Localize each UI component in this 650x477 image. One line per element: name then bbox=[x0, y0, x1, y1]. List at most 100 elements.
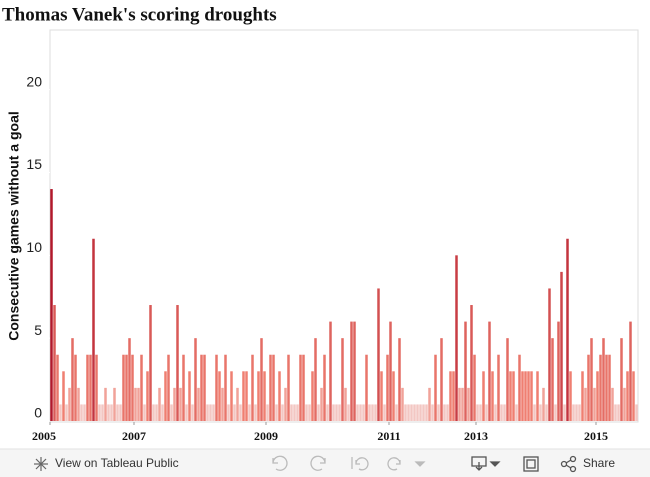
x-tick-label: 2007 bbox=[122, 429, 146, 443]
bar bbox=[551, 338, 554, 421]
bar bbox=[623, 387, 626, 421]
bar bbox=[227, 404, 230, 421]
bar bbox=[272, 354, 275, 421]
bar bbox=[161, 404, 164, 421]
x-tick-label: 2015 bbox=[584, 429, 608, 443]
bar bbox=[95, 354, 98, 421]
bar bbox=[386, 354, 389, 421]
bar bbox=[338, 404, 341, 421]
bar bbox=[248, 404, 251, 421]
bar bbox=[104, 387, 107, 421]
bar bbox=[182, 354, 185, 421]
bar bbox=[470, 305, 473, 421]
bar bbox=[557, 321, 560, 421]
bar bbox=[443, 404, 446, 421]
bar bbox=[431, 404, 434, 421]
bar bbox=[362, 404, 365, 421]
bar bbox=[140, 354, 143, 421]
bar bbox=[380, 371, 383, 421]
bar bbox=[137, 387, 140, 421]
bar bbox=[395, 404, 398, 421]
bar bbox=[377, 288, 380, 421]
bar bbox=[236, 387, 239, 421]
bar bbox=[569, 371, 572, 421]
bar bbox=[389, 321, 392, 421]
bar bbox=[305, 404, 308, 421]
bar bbox=[65, 404, 68, 421]
x-tick-label: 2009 bbox=[254, 429, 278, 443]
share-button[interactable]: Share bbox=[583, 456, 615, 470]
bar bbox=[302, 354, 305, 421]
bar bbox=[635, 404, 638, 421]
toolbar-icons[interactable] bbox=[471, 455, 577, 473]
bar bbox=[374, 404, 377, 421]
bar bbox=[164, 371, 167, 421]
bar bbox=[560, 271, 563, 421]
bar bbox=[479, 404, 482, 421]
bar bbox=[62, 371, 65, 421]
bar bbox=[260, 338, 263, 421]
bar bbox=[578, 404, 581, 421]
bar bbox=[566, 238, 569, 421]
bar bbox=[50, 189, 53, 421]
bar bbox=[467, 387, 470, 421]
x-tick-label: 2005 bbox=[32, 429, 56, 443]
bar bbox=[341, 338, 344, 421]
bar bbox=[464, 321, 467, 421]
bar bbox=[92, 238, 95, 421]
bar bbox=[500, 404, 503, 421]
bar bbox=[296, 404, 299, 421]
bar bbox=[527, 371, 530, 421]
bar bbox=[98, 404, 101, 421]
bar bbox=[473, 354, 476, 421]
bar bbox=[107, 404, 110, 421]
bar bbox=[293, 404, 296, 421]
x-tick-label: 2013 bbox=[464, 429, 488, 443]
bar bbox=[440, 338, 443, 421]
bar bbox=[347, 404, 350, 421]
bar bbox=[620, 338, 623, 421]
bar bbox=[89, 354, 92, 421]
bar bbox=[575, 404, 578, 421]
bar bbox=[155, 404, 158, 421]
bar bbox=[83, 404, 86, 421]
bar bbox=[605, 354, 608, 421]
bar bbox=[530, 371, 533, 421]
bar bbox=[308, 404, 311, 421]
bar bbox=[77, 387, 80, 421]
bar bbox=[146, 371, 149, 421]
bar bbox=[56, 354, 59, 421]
bar bbox=[515, 404, 518, 421]
bar bbox=[290, 404, 293, 421]
bar bbox=[401, 387, 404, 421]
chart-title: Thomas Vanek's scoring droughts bbox=[2, 4, 277, 25]
bar bbox=[167, 354, 170, 421]
tableau-icon[interactable] bbox=[34, 457, 48, 471]
bar bbox=[407, 404, 410, 421]
view-link[interactable]: View on Tableau Public bbox=[55, 456, 179, 470]
bar bbox=[590, 338, 593, 421]
bar bbox=[275, 404, 278, 421]
bar bbox=[368, 404, 371, 421]
bar bbox=[587, 354, 590, 421]
y-axis-label: Consecutive games without a goal bbox=[6, 111, 22, 341]
bar bbox=[179, 387, 182, 421]
bar bbox=[608, 354, 611, 421]
bar bbox=[392, 371, 395, 421]
bar bbox=[101, 404, 104, 421]
bar bbox=[170, 404, 173, 421]
bar bbox=[233, 404, 236, 421]
bar bbox=[413, 404, 416, 421]
bar bbox=[629, 321, 632, 421]
history-icons bbox=[272, 455, 426, 471]
bar bbox=[437, 404, 440, 421]
bar bbox=[131, 354, 134, 421]
bar bbox=[110, 404, 113, 421]
bar bbox=[521, 371, 524, 421]
bar bbox=[266, 404, 269, 421]
bar bbox=[194, 338, 197, 421]
bar bbox=[632, 371, 635, 421]
plot-frame bbox=[49, 29, 639, 423]
bar bbox=[128, 338, 131, 421]
bar bbox=[209, 404, 212, 421]
